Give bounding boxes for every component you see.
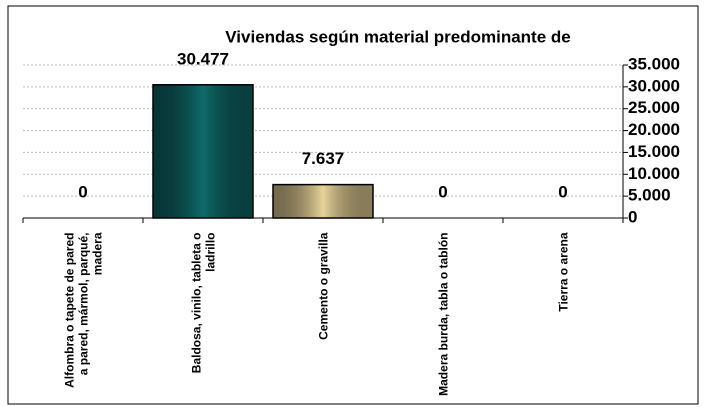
y-tick-label: 10.000 [628,164,680,183]
y-tick-label: 35.000 [628,54,680,73]
y-tick-label: 5.000 [628,186,671,205]
bar [152,84,254,219]
chart-title: Viviendas según material predominante de [225,27,570,46]
data-label: 0 [78,182,87,201]
y-tick-label: 0 [628,207,637,226]
data-label: 0 [438,182,447,201]
x-tick-label: Madera burda, tabla o tablón [436,232,450,396]
x-tick-label: Cemento o gravilla [316,232,330,340]
data-label: 7.637 [302,149,345,168]
bar [272,183,374,219]
x-tick-label: Alfombra o tapete de pared a pared, márm… [62,232,104,388]
y-tick-label: 30.000 [628,76,680,95]
data-label: 0 [558,182,567,201]
x-tick-label: Baldosa, vinilo, tableta o ladrillo [189,232,217,373]
x-tick-label: Tierra o arena [556,232,570,312]
chart-frame [7,5,699,405]
y-tick-label: 25.000 [628,98,680,117]
y-tick-label: 20.000 [628,120,680,139]
y-tick-label: 15.000 [628,142,680,161]
data-label: 30.477 [177,49,229,68]
